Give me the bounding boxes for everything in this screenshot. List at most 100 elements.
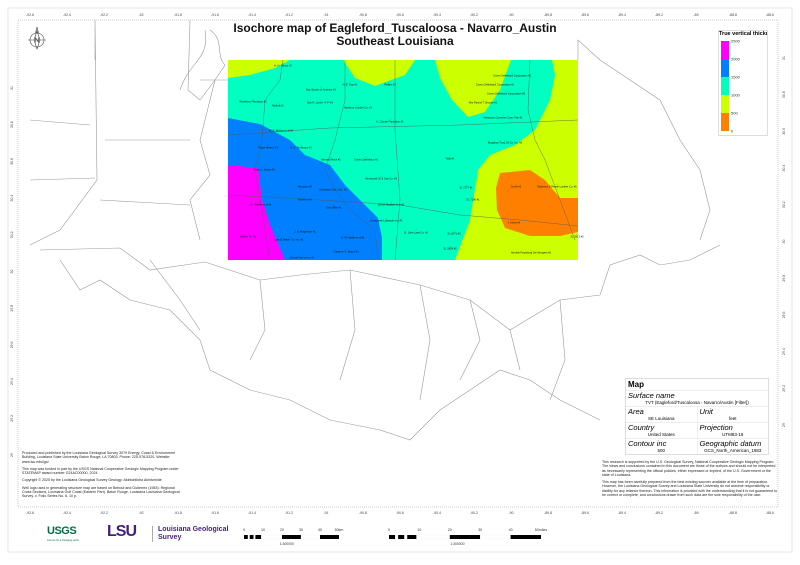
isochore-grid xyxy=(227,59,579,261)
y-tick-label: 31 xyxy=(782,56,786,60)
well-symbol-icon: + xyxy=(247,234,248,236)
x-tick-label: -90.4 xyxy=(433,511,441,515)
disclaimer-liability: This map has been carefully prepared fro… xyxy=(602,480,778,498)
x-tick-label: -88.6 xyxy=(766,511,774,515)
x-tick-label: -90.4 xyxy=(433,13,441,17)
well-symbol-icon: + xyxy=(513,220,514,222)
lgs-logo-text: Louisiana Geological Survey xyxy=(152,526,233,542)
x-tick-label: -89.6 xyxy=(581,511,589,515)
scale-tick-label: 0 xyxy=(388,528,390,532)
projection-label: Projection xyxy=(699,423,733,432)
legend-tick-label: 2000 xyxy=(731,57,741,62)
color-legend: True vertical thickn 2500 2000 1500 1000 500… xyxy=(718,30,768,136)
well-label: Lula B. Baker Co. Inc. #1 xyxy=(275,238,304,242)
x-tick-label: -91 xyxy=(323,13,328,17)
y-tick-label: 30 xyxy=(782,240,786,244)
well-label: Livingston Carr. Sec. #1 xyxy=(319,188,347,192)
scale-tick-label: 20 xyxy=(448,528,452,532)
well-symbol-icon: + xyxy=(259,202,260,204)
x-tick-label: -91.4 xyxy=(248,13,256,17)
well-label: Crown Zellerbach Corporation #3 xyxy=(487,92,526,96)
scale-segment xyxy=(419,534,450,540)
well-label: Curtis #1 xyxy=(511,185,522,189)
well-label: J. B. Magnifson #1 xyxy=(294,230,316,234)
well-label: Earl Miller #1 xyxy=(326,206,342,210)
well-symbol-icon: + xyxy=(502,115,503,117)
well-symbol-icon: + xyxy=(352,235,353,237)
well-symbol-icon: + xyxy=(300,145,301,147)
legend-swatch xyxy=(721,41,729,59)
well-symbol-icon: + xyxy=(267,145,268,147)
x-tick-label: -90.2 xyxy=(470,511,478,515)
well-symbol-icon: + xyxy=(320,87,321,89)
credits: Produced and published by the Louisiana … xyxy=(22,451,182,502)
lsu-logo: LSU xyxy=(107,523,137,540)
y-tick-label: 29 xyxy=(10,453,14,457)
well-label: W. R. McVea et al #1 xyxy=(269,129,294,133)
credits-publisher: Produced and published by the Louisiana … xyxy=(22,451,176,464)
legend-tick-label: 500 xyxy=(731,111,738,116)
y-tick-label: 30.2 xyxy=(782,201,786,208)
north-arrow-icon: N xyxy=(28,26,46,50)
well-label: J. A. Wilson et al #1 xyxy=(249,203,272,207)
scale-tick-label: 20 xyxy=(280,528,284,532)
well-label: Crown Zellerbach Corporation #1 xyxy=(493,74,532,78)
well-symbol-icon: + xyxy=(333,205,334,207)
legend-swatch xyxy=(721,77,729,95)
surface-name-value: TVT (Eagleford/Tuscaloosa - Navarro/Aust… xyxy=(645,400,749,405)
x-tick-label: -90.8 xyxy=(359,511,367,515)
well-label: H. E. Day #1 xyxy=(343,83,358,87)
well-label: McKell #1 xyxy=(272,104,284,108)
scale-tick-label: 30 xyxy=(478,528,482,532)
well-symbol-icon: + xyxy=(465,185,466,187)
x-tick-label: -90.2 xyxy=(470,13,478,17)
well-symbol-icon: + xyxy=(505,91,506,93)
x-tick-label: -89.2 xyxy=(655,511,663,515)
credits-funding: This map was funded in part by the USGS … xyxy=(22,466,179,476)
well-label: Travis Hearrin #1 xyxy=(258,146,278,150)
well-label: Mrs Pannie T. Brooks #1 xyxy=(469,101,498,105)
datum-value: GCS_North_American_1983 xyxy=(704,448,762,453)
x-tick-label: -91.2 xyxy=(285,511,293,515)
well-symbol-icon: + xyxy=(449,246,450,248)
x-tick-label: -92.6 xyxy=(26,13,34,17)
x-tick-label: -88.8 xyxy=(729,13,737,17)
y-tick-label: 29.6 xyxy=(782,311,786,318)
y-tick-label: 30.8 xyxy=(782,91,786,98)
legend-swatch xyxy=(721,95,729,113)
y-tick-label: 29.2 xyxy=(10,415,14,422)
x-tick-label: -89 xyxy=(693,13,698,17)
x-tick-label: -91.8 xyxy=(174,511,182,515)
well-label: Dennis Farms Inc. #1 xyxy=(290,256,315,260)
well-symbol-icon: + xyxy=(332,187,333,189)
well-symbol-icon: + xyxy=(385,218,386,220)
x-tick-label: -92.2 xyxy=(100,13,108,17)
y-tick-label: 30 xyxy=(10,270,14,274)
x-tick-label: -89.6 xyxy=(581,13,589,17)
x-tick-label: -89.8 xyxy=(544,13,552,17)
scale-segment xyxy=(300,534,321,540)
scale-segment xyxy=(244,535,248,539)
well-symbol-icon: + xyxy=(482,100,483,102)
well-symbol-icon: + xyxy=(304,184,305,186)
scale-ratio: 1:300000 xyxy=(280,542,294,546)
y-tick-label: 31 xyxy=(10,86,14,90)
well-label: C. A. Tomlinson #1 xyxy=(290,146,312,150)
contour-label: Contour inc xyxy=(628,439,667,448)
well-label: Bogalusa Tung Oil Co. Inc. #1 xyxy=(488,141,523,145)
y-tick-label: 29.2 xyxy=(782,385,786,392)
legend-tick-label: 2500 xyxy=(731,39,741,44)
x-tick-label: -91.4 xyxy=(248,511,256,515)
surface-name-label: Surface name xyxy=(628,391,675,400)
well-symbol-icon: + xyxy=(472,197,473,199)
area-label: Area xyxy=(628,407,644,416)
well-symbol-icon: + xyxy=(357,105,358,107)
x-axis-bottom: -92.6 -92.4 -92.2 -92 -91.8 -91.6 -91.4 -91.2 -9… xyxy=(26,511,774,515)
legend-colorbar: 2500 2000 1500 1000 500 0 xyxy=(721,39,741,134)
x-tick-label: -90.8 xyxy=(359,13,367,17)
well-symbol-icon: + xyxy=(390,202,391,204)
well-symbol-icon: + xyxy=(380,176,381,178)
y-tick-label: 29.8 xyxy=(782,275,786,282)
well-symbol-icon: + xyxy=(330,157,331,159)
well-label: James Mcalion et al #1 xyxy=(378,203,405,207)
